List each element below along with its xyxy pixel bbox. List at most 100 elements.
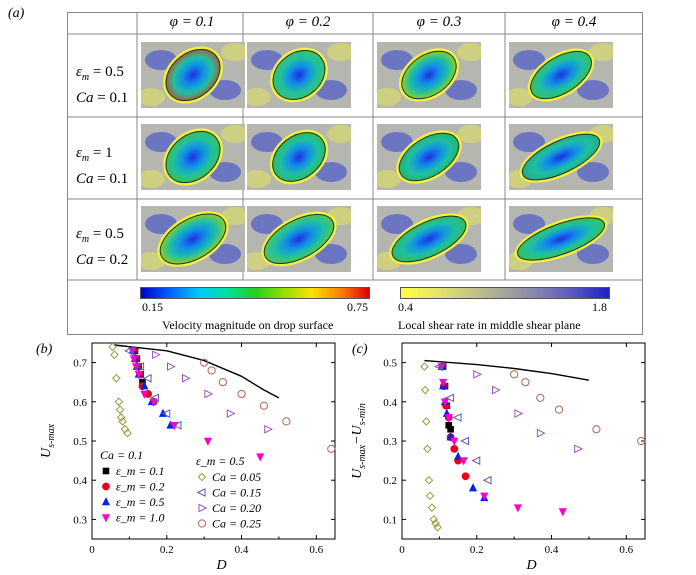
theory-line [114, 344, 280, 399]
row-header-2: εm = 1 Ca = 0.1 [76, 145, 129, 187]
shear-colorbar [400, 287, 610, 299]
data-point [574, 444, 584, 454]
x-tick-label: 0.4 [235, 544, 249, 556]
data-point [637, 436, 646, 446]
drop-image-r2-c1 [141, 124, 245, 190]
data-point [111, 373, 121, 383]
data-point [123, 428, 132, 438]
data-point [421, 417, 431, 426]
legend-label: ε_m = 0.1 [116, 464, 165, 478]
data-point [491, 385, 501, 395]
data-point [536, 393, 545, 402]
x-axis-label: D [525, 558, 536, 573]
x-tick-label: 0.2 [160, 544, 174, 556]
y-tick-label: 0.7 [73, 358, 87, 370]
data-point [425, 491, 435, 501]
y-tick-label: 0.6 [73, 397, 87, 409]
data-point [115, 405, 125, 414]
data-point [434, 362, 443, 371]
data-point [473, 369, 483, 379]
data-point [161, 409, 171, 418]
data-point [237, 389, 246, 399]
drop-image-r1-c3 [377, 42, 481, 108]
data-point [129, 355, 138, 364]
column-header-phi-0.2: φ = 0.2 [285, 14, 331, 30]
plot-frame [401, 342, 646, 540]
velocity-colorbar [140, 287, 370, 299]
data-point [135, 362, 145, 371]
data-point [420, 362, 429, 371]
drop-image-r2-c4 [509, 124, 613, 190]
row-header-3: εm = 0.5 Ca = 0.2 [76, 226, 129, 268]
data-point [152, 350, 161, 360]
legend-marker [198, 503, 208, 513]
x-tick-label: 0 [89, 544, 95, 556]
velocity-colorbar-min: 0.15 [142, 300, 163, 314]
drop-image-r2-c3 [377, 124, 481, 190]
legend-label: Ca = 0.05 [212, 470, 261, 484]
panel-b-label: (b) [36, 342, 53, 357]
drop-image-r3-c3 [377, 206, 481, 272]
data-point [124, 346, 133, 356]
data-point [439, 378, 448, 388]
data-point [226, 409, 236, 418]
data-point [207, 366, 216, 375]
data-point [264, 424, 274, 434]
data-point [461, 472, 470, 481]
data-point [108, 342, 117, 352]
legend-left-title: Ca = 0.1 [100, 448, 143, 462]
data-point [453, 451, 463, 460]
data-point [167, 362, 176, 371]
legend-label: Ca = 0.25 [212, 517, 261, 531]
drop-image-r1-c1 [141, 42, 245, 108]
data-point [140, 390, 149, 399]
data-point [440, 398, 450, 407]
velocity-colorbar-title: Velocity magnitude on drop surface [162, 318, 334, 332]
drop-image-r1-c4 [509, 42, 613, 108]
legend-label: Ca = 0.15 [212, 486, 261, 500]
data-point [142, 373, 152, 383]
data-point [134, 371, 143, 380]
y-tick-label: 0.3 [383, 436, 397, 448]
data-point [459, 457, 468, 466]
data-point [444, 414, 453, 423]
data-point [204, 389, 214, 399]
data-point [172, 420, 182, 430]
column-header-phi-0.4: φ = 0.4 [551, 14, 597, 30]
shear-colorbar-max: 1.8 [592, 300, 607, 314]
x-tick-label: 0.2 [470, 544, 484, 556]
data-point [471, 456, 481, 466]
x-tick-label: 0.6 [619, 544, 633, 556]
velocity-colorbar-max: 0.75 [347, 300, 368, 314]
data-point [431, 519, 440, 528]
data-point [433, 522, 442, 532]
data-point [423, 444, 432, 454]
drop-image-r2-c2 [247, 124, 351, 190]
data-point [118, 417, 127, 426]
data-point [445, 393, 455, 403]
y-axis-label: Us-max−Us-min [350, 403, 368, 479]
data-point [554, 405, 564, 414]
data-point [447, 425, 454, 433]
legend-label: ε_m = 0.5 [116, 495, 165, 509]
data-point [110, 350, 119, 360]
data-point [452, 413, 462, 422]
data-point [521, 378, 530, 387]
legend-marker [101, 514, 111, 523]
drop-image-r3-c4 [509, 206, 613, 272]
data-point [424, 475, 434, 485]
chart-c: 0 0.2 0.4 0.6 0.1 0.2 0.3 0.4 0.5 D Us-max−Us-min [350, 342, 646, 573]
data-point [482, 475, 492, 485]
legend-marker [197, 519, 207, 528]
data-point [450, 437, 459, 446]
chart-b: 0 0.2 0.4 0.6 0.3 0.4 0.5 0.6 0.7 D Us-max Ca = 0.1… [39, 342, 336, 573]
y-tick-label: 0.2 [383, 475, 397, 487]
data-point [427, 503, 437, 512]
x-axis-label: D [215, 558, 226, 573]
data-point [460, 436, 470, 446]
legend-marker [101, 497, 111, 506]
data-point [200, 358, 209, 367]
y-tick-label: 0.4 [73, 475, 87, 487]
legend-marker [196, 488, 206, 497]
data-point [116, 413, 126, 422]
